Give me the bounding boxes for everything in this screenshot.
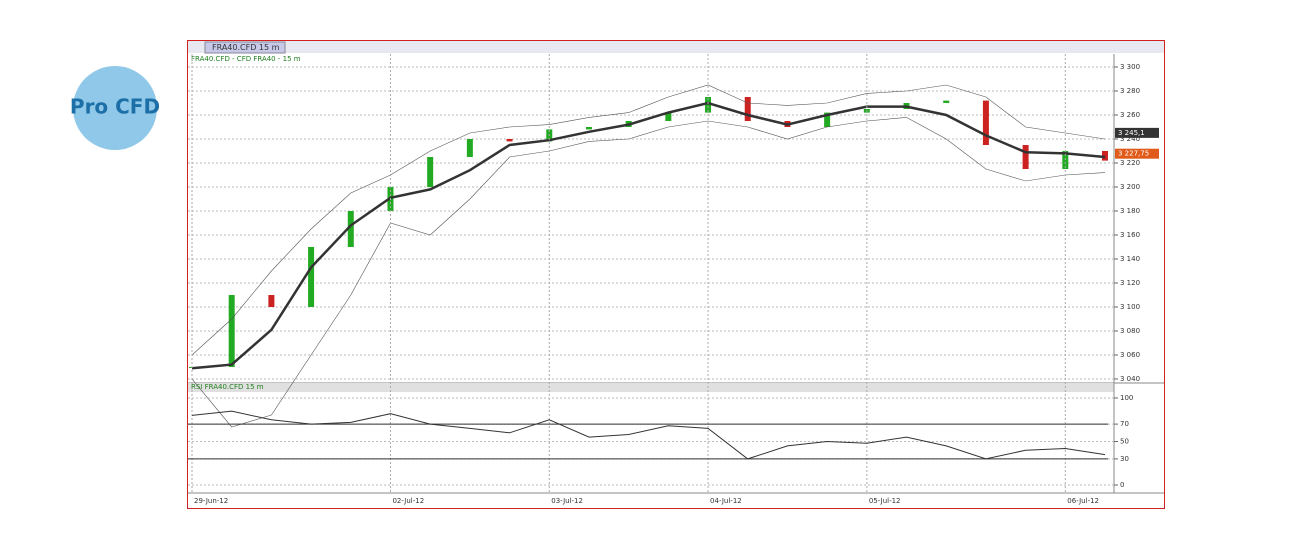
- y-tick-label: 3 040: [1120, 375, 1140, 383]
- y-tick-label: 3 160: [1120, 231, 1140, 239]
- candle: [744, 97, 751, 121]
- y-tick-label: 3 180: [1120, 207, 1140, 215]
- price-tag: [1115, 148, 1159, 159]
- y-tick-label: 3 100: [1120, 303, 1140, 311]
- price-tag-label: 3 245,1: [1118, 129, 1145, 137]
- y-tick-label: 3 140: [1120, 255, 1140, 263]
- x-tick-label: 05-Jul-12: [869, 497, 901, 505]
- y-tick-label: 3 260: [1120, 111, 1140, 119]
- tab-bar: [188, 41, 1164, 53]
- series-line: [191, 410, 1106, 460]
- price-tag-label: 3 227,75: [1118, 150, 1149, 158]
- chart-frame: [187, 40, 1165, 509]
- candle: [228, 295, 235, 367]
- candle: [427, 157, 434, 187]
- y-tick-label: 50: [1120, 438, 1129, 446]
- y-tick-label: 3 080: [1120, 327, 1140, 335]
- logo-globe: [73, 66, 157, 150]
- series-line: [191, 117, 1106, 428]
- candle: [308, 247, 315, 307]
- y-tick-label: 3 300: [1120, 63, 1140, 71]
- candle: [585, 127, 592, 130]
- y-tick-label: 3 280: [1120, 87, 1140, 95]
- candle: [347, 211, 354, 247]
- candle: [268, 295, 275, 307]
- x-tick-label: 06-Jul-12: [1067, 497, 1099, 505]
- y-tick-label: 100: [1120, 394, 1133, 402]
- price-tag: [1115, 127, 1159, 138]
- x-tick-label: 29-Jun-12: [194, 497, 228, 505]
- indicator-header: [188, 383, 1114, 392]
- candle: [665, 112, 672, 121]
- x-tick-label: 02-Jul-12: [392, 497, 424, 505]
- tab[interactable]: [204, 41, 286, 54]
- y-tick-label: 3 200: [1120, 183, 1140, 191]
- candle: [824, 112, 831, 127]
- y-tick-label: 3 220: [1120, 159, 1140, 167]
- panel-title: RSI FRA40.CFD 15 m: [191, 383, 264, 391]
- series-line: [191, 101, 1106, 370]
- series-line: [191, 84, 1106, 356]
- y-tick-label: 30: [1120, 455, 1129, 463]
- logo-text: Pro CFD: [70, 95, 160, 119]
- candle: [705, 97, 712, 113]
- logo: Pro CFD: [70, 66, 160, 150]
- y-tick-label: 3 060: [1120, 351, 1140, 359]
- y-tick-label: 0: [1120, 481, 1124, 489]
- tab-label[interactable]: FRA40.CFD 15 m: [212, 43, 280, 52]
- panel-title: FRA40.CFD - CFD FRA40 - 15 m: [191, 55, 301, 63]
- candle: [506, 139, 513, 142]
- y-tick-label: 3 120: [1120, 279, 1140, 287]
- candle: [982, 100, 989, 145]
- candle: [1022, 145, 1029, 169]
- candle: [943, 100, 950, 103]
- x-tick-label: 03-Jul-12: [551, 497, 583, 505]
- y-tick-label: 3 240: [1120, 135, 1140, 143]
- candle: [466, 139, 473, 157]
- x-tick-label: 04-Jul-12: [710, 497, 742, 505]
- y-tick-label: 70: [1120, 420, 1129, 428]
